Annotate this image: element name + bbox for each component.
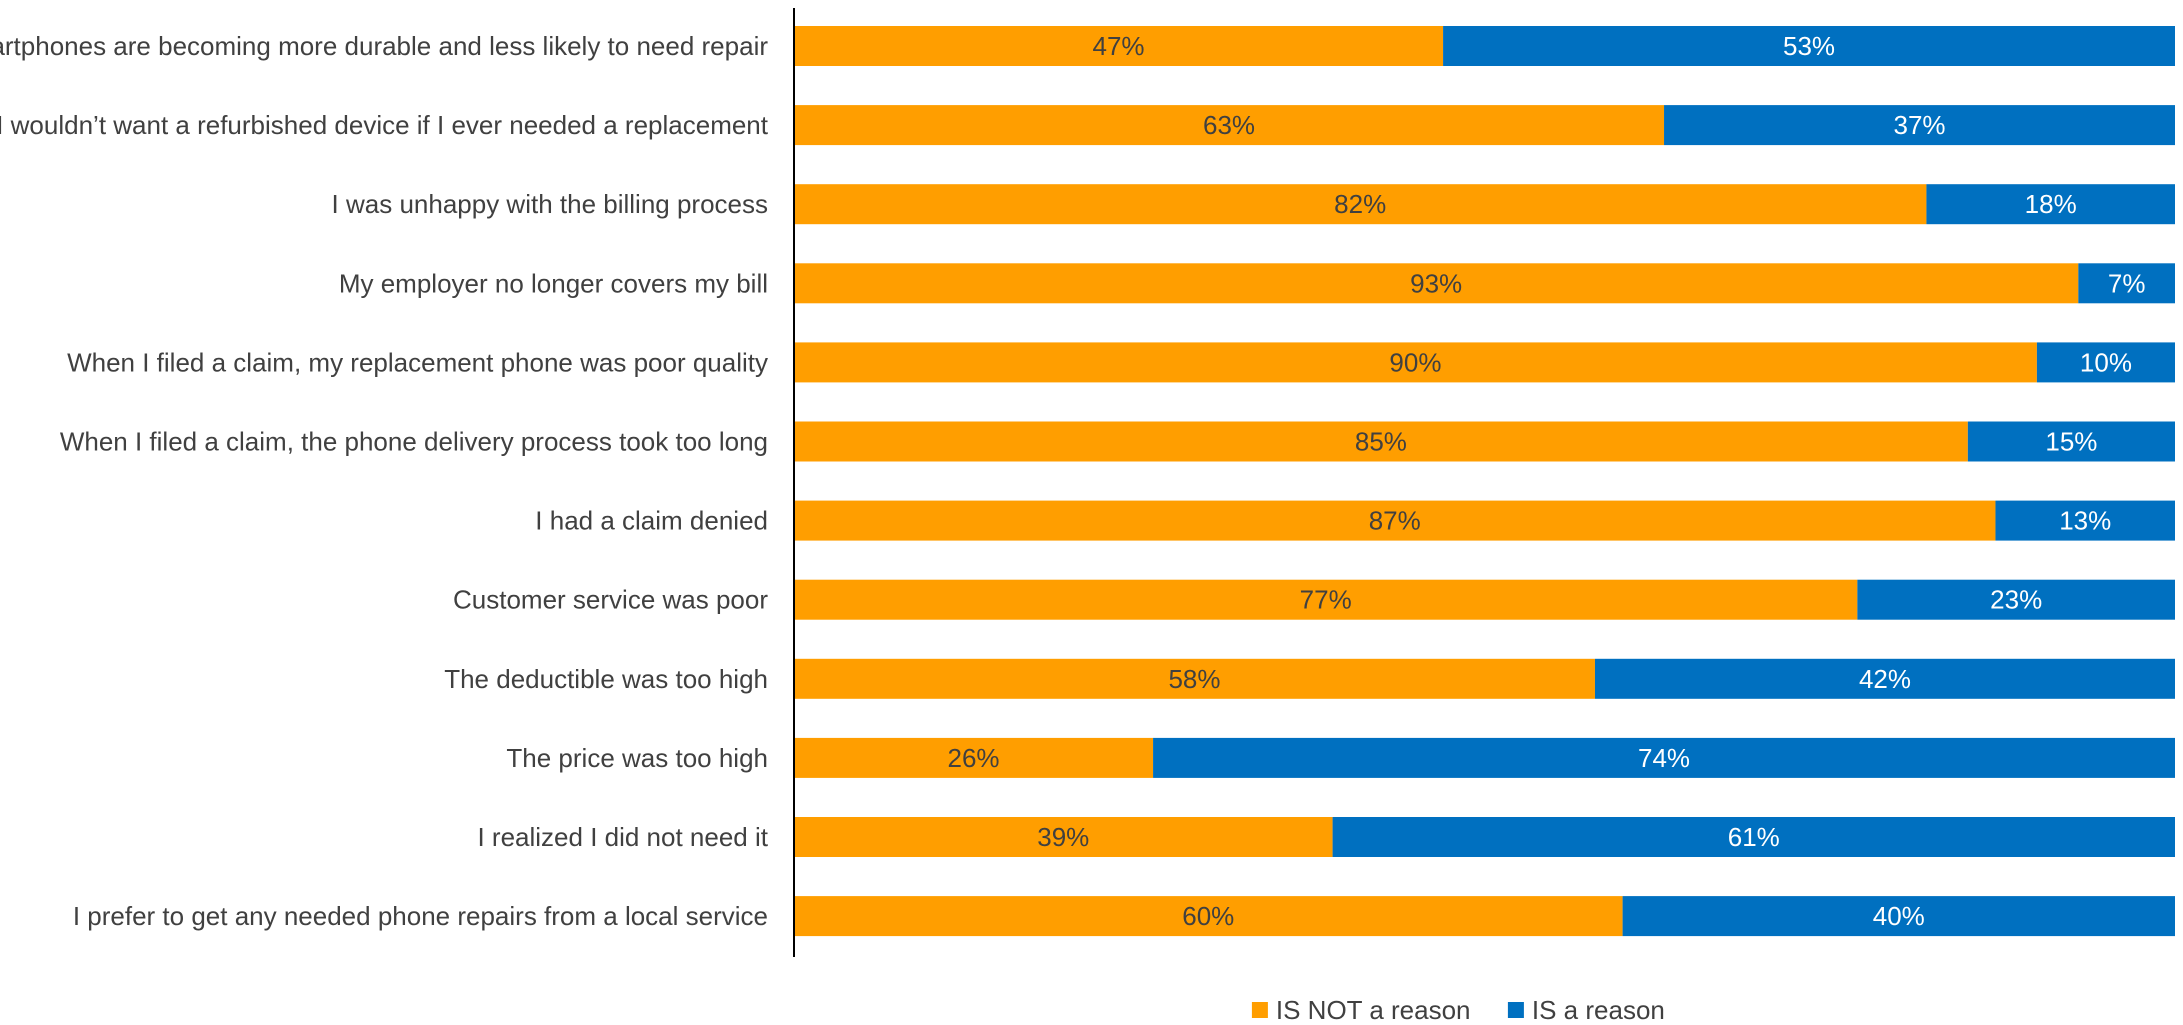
data-label: 39% — [1037, 822, 1089, 852]
bar-not-reason — [794, 184, 1927, 225]
bar-not-reason — [794, 26, 1444, 66]
data-label: 87% — [1369, 506, 1421, 536]
bar-is-reason — [1926, 184, 2175, 225]
category-labels-group: Smartphones are becoming more durable an… — [0, 31, 769, 931]
data-label: 85% — [1355, 427, 1407, 457]
bar-not-reason — [794, 263, 2079, 304]
data-label: 60% — [1182, 901, 1234, 931]
data-label: 13% — [2059, 506, 2111, 536]
data-label: 23% — [1990, 585, 2042, 615]
data-label: 82% — [1334, 189, 1386, 219]
bar-is-reason — [1622, 896, 2175, 937]
category-label: I had a claim denied — [535, 506, 768, 536]
bar-is-reason — [1153, 737, 2175, 778]
bar-is-reason — [1857, 579, 2175, 620]
data-label: 47% — [1093, 31, 1145, 61]
data-label: 74% — [1638, 743, 1690, 773]
data-label: 10% — [2080, 347, 2132, 377]
category-label: I wouldn’t want a refurbished device if … — [0, 110, 769, 140]
bar-not-reason — [794, 737, 1154, 778]
data-label: 63% — [1203, 110, 1255, 140]
bar-is-reason — [2036, 342, 2175, 383]
category-label: I prefer to get any needed phone repairs… — [73, 901, 768, 931]
legend: IS NOT a reason IS a reason — [1251, 995, 1665, 1025]
data-label: 42% — [1859, 664, 1911, 694]
bar-is-reason — [2078, 263, 2175, 304]
data-label: 7% — [2108, 268, 2146, 298]
data-label: 26% — [948, 743, 1000, 773]
data-label: 90% — [1389, 347, 1441, 377]
bar-not-reason — [794, 342, 2037, 383]
category-label: My employer no longer covers my bill — [339, 268, 768, 298]
category-label: I realized I did not need it — [477, 822, 768, 852]
bar-is-reason — [1443, 26, 2175, 66]
category-label: I was unhappy with the billing process — [332, 189, 768, 219]
legend-swatch — [1507, 1002, 1524, 1018]
data-label: 53% — [1783, 31, 1835, 61]
data-label: 93% — [1410, 268, 1462, 298]
bar-not-reason — [794, 500, 1996, 541]
category-label: When I filed a claim, my replacement pho… — [67, 347, 768, 377]
legend-label: IS a reason — [1532, 995, 1665, 1025]
data-label: 61% — [1728, 822, 1780, 852]
category-label: The deductible was too high — [444, 664, 768, 694]
bar-is-reason — [1332, 817, 2175, 857]
bars-group — [794, 26, 2175, 937]
data-label: 15% — [2045, 427, 2097, 457]
legend-label: IS NOT a reason — [1276, 995, 1471, 1025]
bar-is-reason — [1967, 421, 2175, 462]
bar-not-reason — [794, 421, 1968, 462]
bar-not-reason — [794, 579, 1858, 620]
data-label: 58% — [1168, 664, 1220, 694]
data-label: 18% — [2025, 189, 2077, 219]
data-label: 37% — [1893, 110, 1945, 140]
category-label: Customer service was poor — [453, 585, 768, 615]
data-label: 77% — [1300, 585, 1352, 615]
value-labels-group: 47% 53% 63% 37% 82% 18% 93% 7% 90% 10% 85% 15% 87% 13… — [948, 31, 2146, 931]
bar-not-reason — [794, 896, 1623, 937]
bar-is-reason — [1664, 105, 2175, 146]
category-label: Smartphones are becoming more durable an… — [0, 31, 768, 61]
data-label: 40% — [1873, 901, 1925, 931]
bar-is-reason — [1594, 658, 2175, 699]
bar-not-reason — [794, 817, 1333, 857]
bar-is-reason — [1995, 500, 2175, 541]
bar-not-reason — [794, 658, 1595, 699]
legend-swatch — [1251, 1002, 1268, 1018]
bar-not-reason — [794, 105, 1665, 146]
category-label: When I filed a claim, the phone delivery… — [60, 427, 768, 457]
category-label: The price was too high — [506, 743, 768, 773]
